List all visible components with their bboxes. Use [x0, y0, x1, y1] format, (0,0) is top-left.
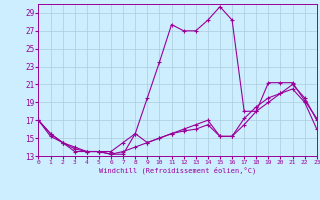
X-axis label: Windchill (Refroidissement éolien,°C): Windchill (Refroidissement éolien,°C) — [99, 167, 256, 174]
